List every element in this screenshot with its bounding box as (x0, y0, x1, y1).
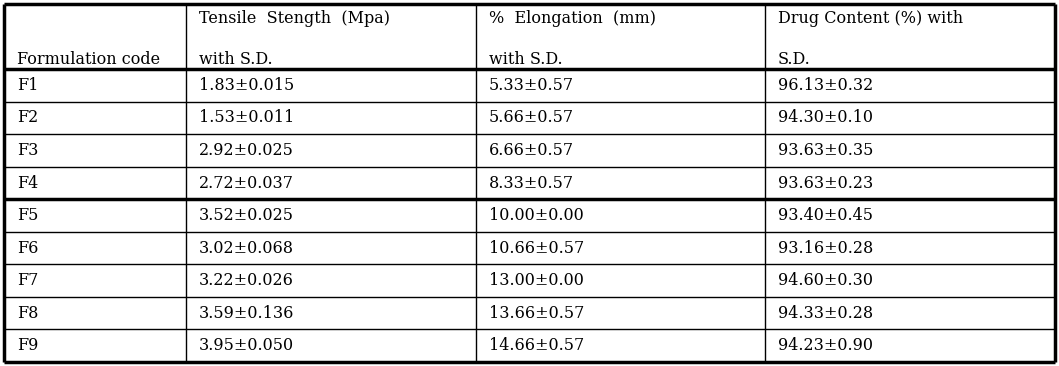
Text: F5: F5 (17, 207, 38, 224)
Text: Tensile  Stength  (Mpa): Tensile Stength (Mpa) (199, 10, 390, 27)
Text: 3.52±0.025: 3.52±0.025 (199, 207, 294, 224)
Text: 5.33±0.57: 5.33±0.57 (488, 77, 574, 94)
Text: 6.66±0.57: 6.66±0.57 (488, 142, 574, 159)
Text: 94.30±0.10: 94.30±0.10 (778, 109, 873, 126)
Text: F9: F9 (17, 337, 38, 354)
Text: with S.D.: with S.D. (199, 51, 272, 68)
Text: with S.D.: with S.D. (488, 51, 562, 68)
Text: F7: F7 (17, 272, 38, 289)
Text: %  Elongation  (mm): % Elongation (mm) (488, 10, 656, 27)
Text: 2.72±0.037: 2.72±0.037 (199, 175, 294, 191)
Text: F3: F3 (17, 142, 38, 159)
Text: F2: F2 (17, 109, 38, 126)
Text: F8: F8 (17, 305, 38, 322)
Text: 1.83±0.015: 1.83±0.015 (199, 77, 294, 94)
Text: F6: F6 (17, 240, 38, 257)
Text: 94.60±0.30: 94.60±0.30 (778, 272, 873, 289)
Text: 93.40±0.45: 93.40±0.45 (778, 207, 873, 224)
Text: F4: F4 (17, 175, 38, 191)
Text: 3.95±0.050: 3.95±0.050 (199, 337, 294, 354)
Text: 10.66±0.57: 10.66±0.57 (488, 240, 584, 257)
Text: 94.33±0.28: 94.33±0.28 (778, 305, 874, 322)
Text: S.D.: S.D. (778, 51, 811, 68)
Text: 94.23±0.90: 94.23±0.90 (778, 337, 873, 354)
Text: 3.22±0.026: 3.22±0.026 (199, 272, 293, 289)
Text: F1: F1 (17, 77, 38, 94)
Text: Formulation code: Formulation code (17, 51, 160, 68)
Text: 93.63±0.35: 93.63±0.35 (778, 142, 874, 159)
Text: 96.13±0.32: 96.13±0.32 (778, 77, 874, 94)
Text: Drug Content (%) with: Drug Content (%) with (778, 10, 964, 27)
Text: 93.16±0.28: 93.16±0.28 (778, 240, 874, 257)
Text: 10.00±0.00: 10.00±0.00 (488, 207, 584, 224)
Text: 2.92±0.025: 2.92±0.025 (199, 142, 293, 159)
Text: 93.63±0.23: 93.63±0.23 (778, 175, 874, 191)
Text: 3.59±0.136: 3.59±0.136 (199, 305, 294, 322)
Text: 8.33±0.57: 8.33±0.57 (488, 175, 574, 191)
Text: 1.53±0.011: 1.53±0.011 (199, 109, 294, 126)
Text: 14.66±0.57: 14.66±0.57 (488, 337, 584, 354)
Text: 3.02±0.068: 3.02±0.068 (199, 240, 294, 257)
Text: 13.00±0.00: 13.00±0.00 (488, 272, 584, 289)
Text: 5.66±0.57: 5.66±0.57 (488, 109, 574, 126)
Text: 13.66±0.57: 13.66±0.57 (488, 305, 584, 322)
